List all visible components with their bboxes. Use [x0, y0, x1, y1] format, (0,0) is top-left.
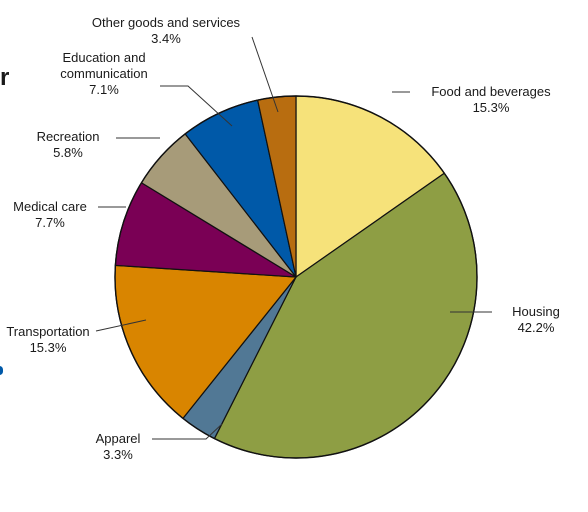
slice-label-apparel: Apparel 3.3%: [96, 431, 141, 462]
slice-labels: Food and beverages 15.3%Housing 42.2%Appar…: [6, 15, 560, 462]
cropped-heading-letter: r: [0, 64, 10, 91]
slice-label-transportation: Transportation 15.3%: [6, 324, 89, 355]
leader-line-transportation: [95, 319, 147, 332]
slice-value-apparel: 3.3%: [103, 447, 133, 462]
slice-label-housing: Housing 42.2%: [512, 304, 560, 335]
slice-name-other-goods-and-services: Other goods and services: [92, 15, 241, 30]
leader-line-other-goods-and-services: [251, 36, 279, 113]
slice-label-other-goods-and-services: Other goods and services 3.4%: [92, 15, 241, 46]
cropped-blue-mark: [0, 366, 3, 375]
leader-lines: [95, 36, 492, 440]
slice-name-education-and-communication: communication: [60, 66, 147, 81]
slice-value-medical-care: 7.7%: [35, 215, 65, 230]
slice-label-medical-care: Medical care 7.7%: [13, 199, 87, 230]
slice-value-education-and-communication: 7.1%: [89, 82, 119, 97]
slice-name-recreation: Recreation: [37, 129, 100, 144]
slice-name-food-and-beverages: Food and beverages: [431, 84, 551, 99]
slice-name-medical-care: Medical care: [13, 199, 87, 214]
slice-name-apparel: Apparel: [96, 431, 141, 446]
slice-value-housing: 42.2%: [518, 320, 555, 335]
slice-value-transportation: 15.3%: [30, 340, 67, 355]
slice-label-education-and-communication: Education and communication 7.1%: [60, 50, 147, 97]
pie-outline: [114, 95, 478, 459]
slice-value-other-goods-and-services: 3.4%: [151, 31, 181, 46]
slice-name-housing: Housing: [512, 304, 560, 319]
slice-value-recreation: 5.8%: [53, 145, 83, 160]
slice-name-education-and-communication: Education and: [62, 50, 145, 65]
slice-label-recreation: Recreation 5.8%: [37, 129, 100, 160]
slice-label-food-and-beverages: Food and beverages 15.3%: [431, 84, 551, 115]
pie-slices: [114, 95, 478, 459]
slice-name-transportation: Transportation: [6, 324, 89, 339]
slice-value-food-and-beverages: 15.3%: [473, 100, 510, 115]
leader-line-education-and-communication: [160, 85, 233, 127]
leader-line-apparel: [152, 423, 223, 440]
